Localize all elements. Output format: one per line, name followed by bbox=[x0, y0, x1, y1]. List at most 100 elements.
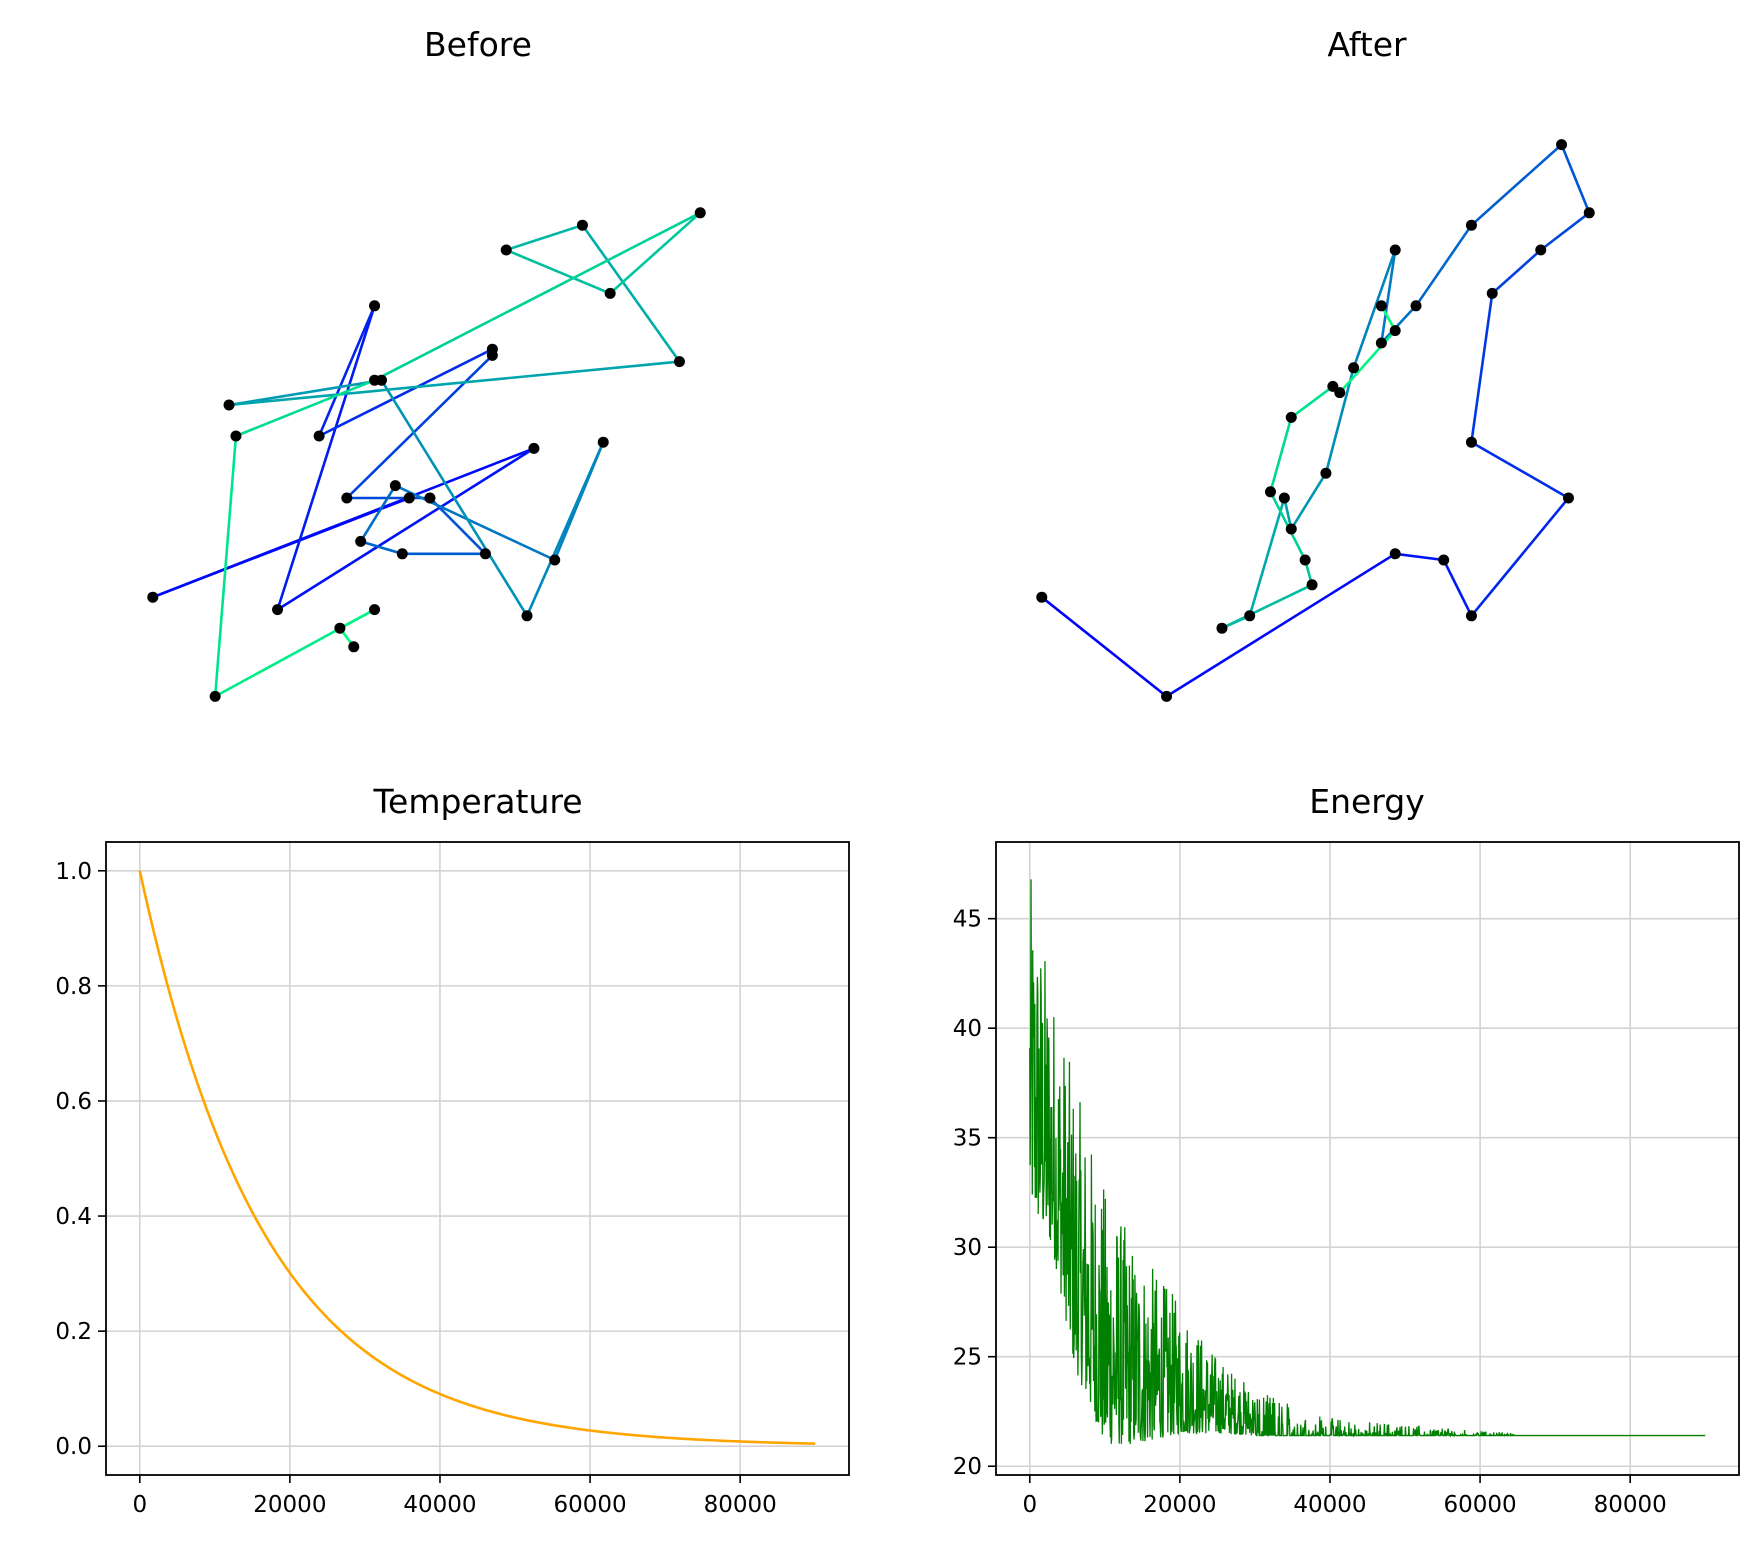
after-city-point bbox=[1465, 219, 1477, 231]
before-city-point bbox=[694, 207, 706, 219]
after-city-point bbox=[1410, 300, 1422, 312]
before-city-point bbox=[597, 436, 609, 448]
after-city-point bbox=[1389, 548, 1401, 560]
after-route-segment bbox=[1470, 441, 1570, 500]
after-route-segment bbox=[1324, 367, 1355, 474]
temp-y-tick-label: 0.4 bbox=[55, 1204, 92, 1230]
before-route-segment bbox=[276, 447, 535, 611]
after-route-segment bbox=[1470, 497, 1570, 617]
after-route-segment bbox=[1269, 417, 1293, 493]
before-city-point bbox=[209, 690, 221, 702]
energy-x-tick-label: 80000 bbox=[1594, 1492, 1667, 1518]
energy-y-tick-label: 20 bbox=[953, 1454, 982, 1480]
after-city-point bbox=[1348, 362, 1360, 374]
after-city-point bbox=[1375, 300, 1387, 312]
before-panel: Before bbox=[147, 25, 706, 702]
temp-x-tick-label: 60000 bbox=[553, 1492, 626, 1518]
temperature-axes-frame bbox=[105, 841, 850, 1476]
after-route-segment bbox=[1560, 144, 1591, 214]
before-route-segment bbox=[228, 378, 382, 407]
after-city-point bbox=[1465, 436, 1477, 448]
after-city-point bbox=[1375, 337, 1387, 349]
before-route-segment bbox=[345, 354, 494, 499]
energy-panel: Energy 0 20000 40000 60000 80000 20 25 30 35 40 4… bbox=[953, 782, 1740, 1518]
temperature-panel: Temperature 0 20000 40000 60000 80000 0.0 0.2… bbox=[55, 782, 850, 1518]
temperature-x-ticks: 0 20000 40000 60000 80000 bbox=[132, 1475, 777, 1518]
before-city-point bbox=[369, 300, 381, 312]
before-route-segment bbox=[609, 211, 702, 295]
before-city-point bbox=[369, 374, 381, 386]
after-route-segment bbox=[1470, 293, 1494, 443]
temp-x-tick-label: 0 bbox=[132, 1492, 147, 1518]
after-route-segment bbox=[1380, 304, 1417, 344]
energy-y-tick-label: 40 bbox=[953, 1016, 982, 1042]
after-route-segment bbox=[1248, 497, 1286, 617]
after-city-point bbox=[1299, 554, 1311, 566]
after-route-segment bbox=[1221, 583, 1313, 630]
after-title: After bbox=[1327, 25, 1407, 64]
temperature-title: Temperature bbox=[372, 782, 582, 821]
before-city-point bbox=[549, 554, 561, 566]
before-city-point bbox=[403, 492, 415, 504]
after-city-point bbox=[1216, 622, 1228, 634]
after-city-point bbox=[1556, 139, 1568, 151]
after-route-segment bbox=[1040, 596, 1168, 698]
after-city-point bbox=[1285, 523, 1297, 535]
after-city-point bbox=[1389, 325, 1401, 337]
temperature-line bbox=[138, 870, 816, 1445]
after-city-point bbox=[1161, 690, 1173, 702]
before-city-point bbox=[147, 591, 159, 603]
after-city-point bbox=[1438, 554, 1450, 566]
after-city-point bbox=[1486, 287, 1498, 299]
after-city-points bbox=[1036, 139, 1595, 702]
after-route-segment bbox=[1290, 472, 1328, 530]
after-city-point bbox=[1036, 591, 1048, 603]
after-route-segment bbox=[1352, 249, 1397, 369]
after-route-segment bbox=[1380, 249, 1397, 344]
before-city-point bbox=[334, 622, 346, 634]
before-route-segment bbox=[235, 378, 376, 438]
before-city-point bbox=[528, 442, 540, 454]
energy-x-tick-label: 40000 bbox=[1293, 1492, 1366, 1518]
after-city-point bbox=[1562, 492, 1574, 504]
before-route-segment bbox=[339, 608, 376, 630]
after-city-point bbox=[1389, 244, 1401, 256]
before-route-segment bbox=[359, 484, 397, 543]
before-city-point bbox=[673, 356, 685, 368]
energy-y-tick-label: 35 bbox=[953, 1126, 982, 1152]
after-city-point bbox=[1306, 579, 1318, 591]
after-city-point bbox=[1535, 244, 1547, 256]
temp-y-tick-label: 0.0 bbox=[55, 1434, 92, 1460]
before-city-point bbox=[521, 610, 533, 622]
energy-x-tick-label: 20000 bbox=[1143, 1492, 1216, 1518]
temp-x-tick-label: 80000 bbox=[704, 1492, 777, 1518]
after-city-point bbox=[1264, 486, 1276, 498]
before-city-point bbox=[230, 430, 242, 442]
energy-series bbox=[1029, 879, 1706, 1445]
temperature-series bbox=[138, 870, 816, 1445]
energy-x-ticks: 0 20000 40000 60000 80000 bbox=[1022, 1475, 1667, 1518]
before-city-point bbox=[341, 492, 353, 504]
energy-y-tick-label: 45 bbox=[953, 907, 982, 933]
after-panel: After bbox=[1036, 25, 1595, 702]
energy-y-ticks: 20 25 30 35 40 45 bbox=[953, 907, 996, 1480]
temperature-grid bbox=[106, 842, 849, 1475]
after-city-point bbox=[1278, 492, 1290, 504]
energy-y-tick-label: 25 bbox=[953, 1345, 982, 1371]
before-route-segment bbox=[505, 248, 611, 295]
before-route-segment bbox=[360, 540, 403, 556]
before-city-point bbox=[348, 641, 360, 653]
before-city-point bbox=[576, 219, 588, 231]
energy-y-tick-label: 30 bbox=[953, 1235, 982, 1261]
after-route-segment bbox=[1165, 552, 1396, 698]
after-city-point bbox=[1334, 387, 1346, 399]
before-route-segment bbox=[581, 224, 681, 363]
after-route-segment bbox=[1290, 385, 1334, 419]
before-route-segment bbox=[317, 305, 376, 437]
temp-x-tick-label: 40000 bbox=[403, 1492, 476, 1518]
temp-y-tick-label: 0.8 bbox=[55, 974, 92, 1000]
energy-x-tick-label: 0 bbox=[1022, 1492, 1037, 1518]
after-city-point bbox=[1320, 467, 1332, 479]
before-route-segment bbox=[318, 348, 493, 438]
